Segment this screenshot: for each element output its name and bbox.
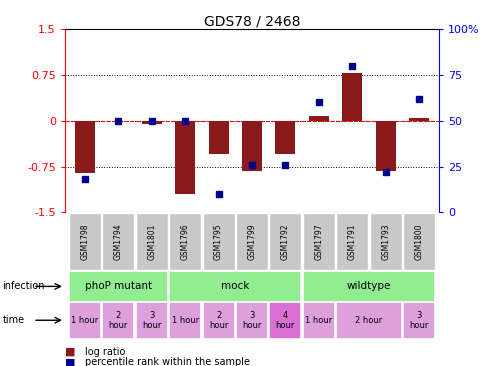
- Text: 1 hour: 1 hour: [305, 316, 332, 325]
- Text: GSM1796: GSM1796: [181, 223, 190, 260]
- Bar: [403, 302, 435, 339]
- Text: 2
hour: 2 hour: [109, 310, 128, 330]
- Text: ■: ■: [65, 347, 75, 357]
- Bar: [409, 118, 429, 121]
- Bar: [336, 302, 402, 339]
- Text: GSM1793: GSM1793: [381, 223, 390, 260]
- Text: GSM1799: GSM1799: [248, 223, 256, 260]
- Bar: [69, 302, 101, 339]
- Text: phoP mutant: phoP mutant: [85, 281, 152, 291]
- Text: GSM1798: GSM1798: [80, 223, 89, 260]
- Bar: [169, 302, 201, 339]
- Text: wildtype: wildtype: [347, 281, 391, 291]
- Bar: [236, 213, 268, 270]
- Bar: [69, 271, 168, 302]
- Bar: [303, 271, 435, 302]
- Text: log ratio: log ratio: [85, 347, 125, 357]
- Text: GSM1794: GSM1794: [114, 223, 123, 260]
- Bar: [242, 121, 262, 171]
- Text: 3
hour: 3 hour: [243, 310, 261, 330]
- Text: time: time: [2, 315, 24, 325]
- Bar: [142, 121, 162, 124]
- Bar: [370, 213, 402, 270]
- Bar: [269, 302, 301, 339]
- Bar: [236, 302, 268, 339]
- Bar: [209, 121, 229, 154]
- Bar: [309, 116, 329, 121]
- Bar: [303, 302, 335, 339]
- Text: GSM1801: GSM1801: [147, 223, 156, 260]
- Bar: [275, 121, 295, 154]
- Text: 4
hour: 4 hour: [276, 310, 295, 330]
- Bar: [303, 213, 335, 270]
- Text: GSM1791: GSM1791: [348, 223, 357, 260]
- Bar: [169, 213, 201, 270]
- Bar: [203, 213, 235, 270]
- Bar: [136, 302, 168, 339]
- Text: 3
hour: 3 hour: [409, 310, 429, 330]
- Bar: [376, 121, 396, 171]
- Bar: [102, 302, 134, 339]
- Bar: [175, 121, 195, 194]
- Text: GSM1797: GSM1797: [314, 223, 323, 260]
- Text: 3
hour: 3 hour: [142, 310, 162, 330]
- Bar: [269, 213, 301, 270]
- Text: GSM1800: GSM1800: [415, 223, 424, 260]
- Text: infection: infection: [2, 281, 45, 291]
- Bar: [342, 73, 362, 121]
- Bar: [403, 213, 435, 270]
- Text: percentile rank within the sample: percentile rank within the sample: [85, 357, 250, 366]
- Bar: [69, 213, 101, 270]
- Bar: [169, 271, 301, 302]
- Text: 2
hour: 2 hour: [209, 310, 228, 330]
- Bar: [203, 302, 235, 339]
- Title: GDS78 / 2468: GDS78 / 2468: [204, 14, 300, 28]
- Bar: [75, 121, 95, 173]
- Text: GSM1795: GSM1795: [214, 223, 223, 260]
- Text: ■: ■: [65, 357, 75, 366]
- Bar: [336, 213, 368, 270]
- Text: GSM1792: GSM1792: [281, 223, 290, 260]
- Text: 1 hour: 1 hour: [172, 316, 199, 325]
- Text: 2 hour: 2 hour: [355, 316, 383, 325]
- Bar: [136, 213, 168, 270]
- Bar: [102, 213, 134, 270]
- Text: mock: mock: [221, 281, 250, 291]
- Text: 1 hour: 1 hour: [71, 316, 98, 325]
